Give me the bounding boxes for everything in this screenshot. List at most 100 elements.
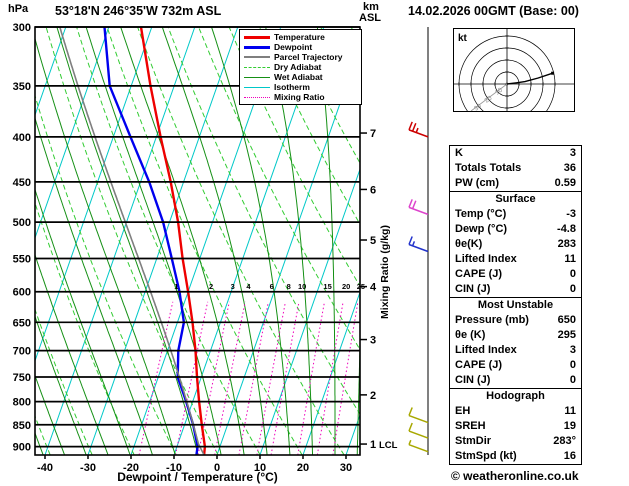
stat-value: -4.8 (557, 223, 576, 235)
stat-value: -3 (566, 208, 576, 220)
stats-row: Temp (°C) -3 (450, 207, 581, 222)
stat-value: 0 (569, 283, 576, 295)
mixing-ratio-lines (138, 301, 359, 455)
hodograph-grid (453, 28, 575, 112)
stat-label: EH (455, 405, 471, 417)
stats-row: StmDir 283° (450, 434, 581, 449)
pressure-tick-label: 650 (13, 317, 31, 329)
pressure-tick-label: 600 (13, 287, 31, 299)
copyright-label: © weatheronline.co.uk (451, 469, 579, 483)
temp-tick-label: 20 (297, 462, 309, 474)
run-datetime-title: 14.02.2026 00GMT (Base: 00) (408, 4, 579, 18)
stat-label: Totals Totals (455, 162, 522, 174)
stat-value: 283° (553, 435, 576, 447)
legend-item-parcel-trajectory: Parcel Trajectory (244, 52, 361, 62)
legend-line-sample (244, 96, 270, 98)
stats-row: StmSpd (kt) 16 (450, 449, 581, 464)
legend-item-label: Parcel Trajectory (274, 52, 343, 62)
legend-item-label: Mixing Ratio (274, 92, 325, 102)
mixing-ratio-value-labels: 1 2 3 4 6 8 10 15 20 25 (174, 282, 365, 291)
stat-value: 3 (569, 147, 576, 159)
temp-tick-label: 10 (254, 462, 266, 474)
plot-border (34, 26, 361, 456)
xaxis-title: Dewpoint / Temperature (°C) (117, 470, 278, 484)
stat-value: 283 (557, 238, 576, 250)
temp-tick-label: -30 (80, 462, 96, 474)
hodograph-border (453, 28, 575, 112)
pressure-tick-label: 850 (13, 420, 31, 432)
stat-value: 0 (569, 374, 576, 386)
temp-axis-labels: -40 -30 -20 -10 0 10 20 30 (37, 455, 352, 474)
stats-section-header: Hodograph (486, 390, 545, 402)
stat-value: 0 (569, 268, 576, 280)
stat-value: 19 (563, 420, 576, 432)
temperature-curve (139, 27, 207, 455)
legend-item-dry-adiabat: Dry Adiabat (244, 62, 361, 72)
mixing-ratio-value-label: 1 (174, 282, 178, 291)
stats-row: Lifted Index 3 (450, 343, 581, 358)
stat-label: PW (cm) (455, 177, 499, 189)
stat-value: 650 (557, 314, 576, 326)
legend-item-label: Isotherm (274, 82, 310, 92)
km-tick-label: 2 (370, 390, 376, 402)
stats-section-hodograph: Hodograph EH 11 SREH 19 StmDir 283° StmSpd (kt)… (449, 388, 582, 465)
stat-label: Dewp (°C) (455, 223, 508, 235)
stat-label: Pressure (mb) (455, 314, 529, 326)
legend-item-dewpoint: Dewpoint (244, 42, 361, 52)
stat-label: StmSpd (kt) (455, 450, 517, 462)
legend-item-temperature: Temperature (244, 32, 361, 42)
stat-label: Lifted Index (455, 253, 517, 265)
stat-label: K (455, 147, 463, 159)
legend-line-sample (244, 76, 270, 78)
stat-value: 295 (557, 329, 576, 341)
legend-item-isotherm: Isotherm (244, 82, 361, 92)
stats-section-indices: K 3 Totals Totals 36 PW (cm) 0.59 (449, 145, 582, 192)
stat-value: 36 (563, 162, 576, 174)
stats-row: Lifted Index 11 (450, 252, 581, 267)
mixing-ratio-axis-label: Mixing Ratio (g/kg) (379, 225, 391, 319)
hodograph-trace (506, 72, 553, 85)
km-axis-labels: 7 6 5 4 3 2 1 LCL (360, 128, 398, 451)
mixing-ratio-value-label: 3 (231, 282, 235, 291)
legend-line-sample (244, 86, 270, 88)
stats-row: θe(K) 283 (450, 237, 581, 252)
stats-section-most-unstable: Most Unstable Pressure (mb) 650 θe (K) 295 Li… (449, 297, 582, 389)
km-tick-label: 5 (370, 235, 376, 247)
legend-item-label: Dry Adiabat (274, 62, 322, 72)
km-tick-label: 6 (370, 184, 376, 196)
stats-row: Pressure (mb) 650 (450, 313, 581, 328)
stats-row: Dewp (°C) -4.8 (450, 222, 581, 237)
stat-label: StmDir (455, 435, 492, 447)
temp-tick-label: -10 (166, 462, 182, 474)
stat-label: Temp (°C) (455, 208, 507, 220)
temp-tick-label: -40 (37, 462, 53, 474)
pressure-tick-label: 350 (13, 81, 31, 93)
legend-item-label: Dewpoint (274, 42, 313, 52)
wind-barb (408, 121, 429, 138)
hodograph-scale-line (470, 83, 508, 112)
stats-section-surface: Surface Temp (°C) -3 Dewp (°C) -4.8 θe(K) 283 L… (449, 191, 582, 298)
stat-label: CAPE (J) (455, 268, 503, 280)
stat-value: 16 (563, 450, 576, 462)
mixing-ratio-value-label: 4 (246, 282, 251, 291)
hodograph-ring-value-label: 20 (483, 94, 493, 104)
legend-line-sample (244, 56, 270, 58)
pressure-tick-label: 500 (13, 217, 31, 229)
legend-line-sample (244, 66, 270, 68)
chart-legend: Temperature Dewpoint Parcel Trajectory Dry … (239, 29, 362, 105)
stat-label: SREH (455, 420, 486, 432)
legend-item-mixing-ratio: Mixing Ratio (244, 92, 361, 102)
stat-label: θe (K) (455, 329, 486, 341)
legend-item-label: Temperature (274, 32, 325, 42)
km-tick-label: 1 (370, 439, 376, 451)
hodograph-unit-label: kt (458, 33, 468, 44)
wind-barb (408, 407, 429, 424)
pressure-tick-label: 750 (13, 372, 31, 384)
legend-line-sample (244, 45, 270, 49)
stats-section-header: Surface (495, 193, 536, 205)
lcl-label: LCL (379, 440, 398, 451)
parcel-trajectory-curve (59, 27, 205, 455)
stats-row: θe (K) 295 (450, 328, 581, 343)
